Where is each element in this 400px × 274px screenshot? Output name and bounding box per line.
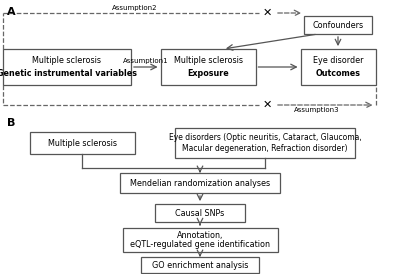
Text: Eye disorder: Eye disorder	[313, 56, 363, 65]
FancyBboxPatch shape	[122, 228, 278, 252]
Text: Outcomes: Outcomes	[316, 68, 360, 78]
FancyBboxPatch shape	[300, 49, 376, 85]
Text: ✕: ✕	[262, 8, 272, 18]
Text: Macular degeneration, Refraction disorder): Macular degeneration, Refraction disorde…	[182, 144, 348, 153]
Text: Multiple sclerosis: Multiple sclerosis	[174, 56, 242, 65]
Text: Genetic instrumental variables: Genetic instrumental variables	[0, 68, 137, 78]
Text: Exposure: Exposure	[187, 68, 229, 78]
Text: Multiple sclerosis: Multiple sclerosis	[32, 56, 102, 65]
Text: Assumption3: Assumption3	[294, 107, 339, 113]
Text: Eye disorders (Optic neuritis, Cataract, Glaucoma,: Eye disorders (Optic neuritis, Cataract,…	[169, 133, 361, 142]
Text: Assumption1: Assumption1	[123, 58, 168, 64]
Text: Causal SNPs: Causal SNPs	[175, 209, 225, 218]
FancyBboxPatch shape	[155, 204, 245, 222]
Text: GO enrichment analysis: GO enrichment analysis	[152, 261, 248, 270]
Text: ✕: ✕	[262, 100, 272, 110]
FancyBboxPatch shape	[30, 132, 134, 154]
Text: eQTL-regulated gene identification: eQTL-regulated gene identification	[130, 239, 270, 249]
Text: Assumption2: Assumption2	[112, 5, 158, 11]
FancyBboxPatch shape	[160, 49, 256, 85]
FancyBboxPatch shape	[3, 49, 131, 85]
Text: Multiple sclerosis: Multiple sclerosis	[48, 138, 116, 147]
Text: Mendelian randomization analyses: Mendelian randomization analyses	[130, 178, 270, 187]
FancyBboxPatch shape	[175, 128, 355, 158]
FancyBboxPatch shape	[141, 257, 259, 273]
Text: Confounders: Confounders	[312, 21, 364, 30]
Text: B: B	[7, 118, 15, 128]
FancyBboxPatch shape	[304, 16, 372, 34]
Text: A: A	[7, 7, 16, 17]
Text: Annotation,: Annotation,	[177, 232, 223, 240]
FancyBboxPatch shape	[120, 173, 280, 193]
